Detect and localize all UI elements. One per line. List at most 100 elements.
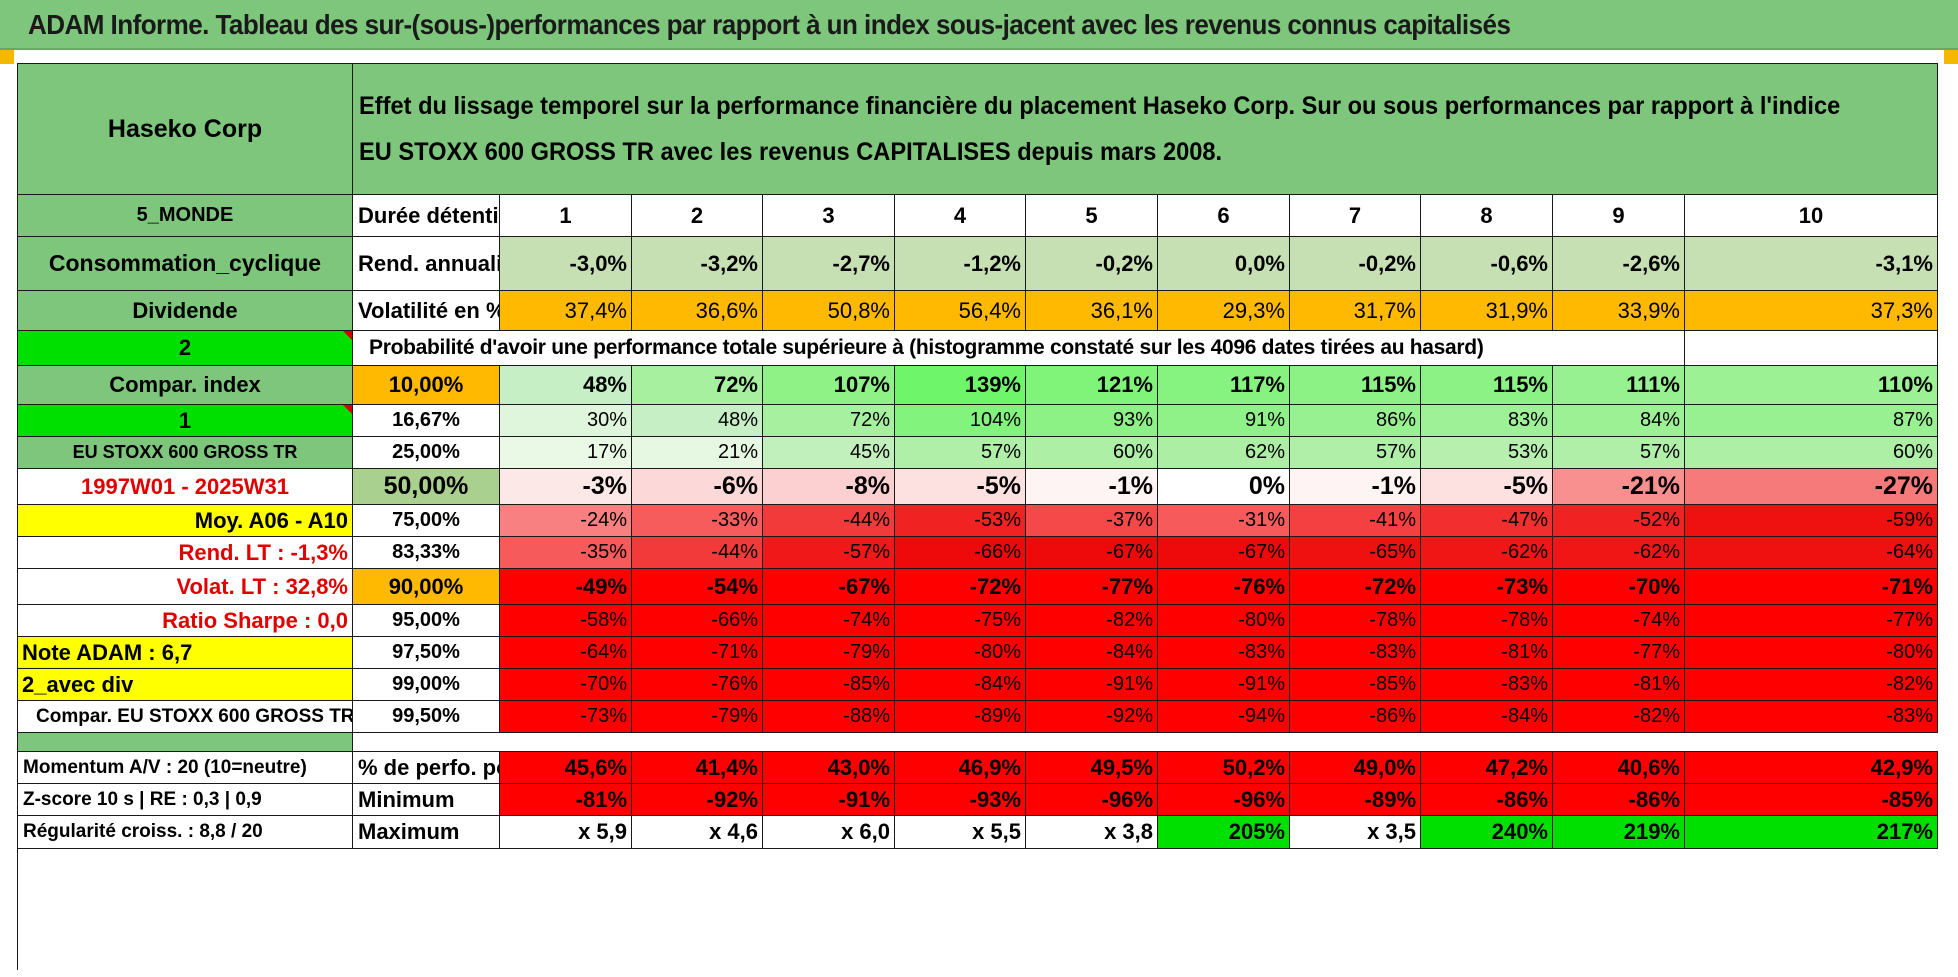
percentile-cell: -67% xyxy=(1026,537,1158,569)
percentile-cell: -21% xyxy=(1553,469,1685,505)
percentile-cell: -67% xyxy=(763,569,895,605)
percentile-cell: -79% xyxy=(632,701,763,733)
chart-header: Effet du lissage temporel sur la perform… xyxy=(353,64,1938,195)
percentile-cell: -85% xyxy=(763,669,895,701)
comment-marker xyxy=(343,331,352,340)
percentile-cell: -1% xyxy=(1026,469,1158,505)
percentile-cell: -71% xyxy=(632,637,763,669)
percentile-cell: 115% xyxy=(1290,366,1421,405)
percentile-cell: -83% xyxy=(1290,637,1421,669)
dividend-label: Dividende xyxy=(18,291,353,331)
rend-cell: -1,2% xyxy=(895,237,1026,291)
percentile-cell: -6% xyxy=(632,469,763,505)
percentile-cell: 83% xyxy=(1421,405,1553,437)
blank-cell xyxy=(1685,331,1938,366)
corner-marker-left xyxy=(0,50,14,64)
index-name-label: EU STOXX 600 GROSS TR xyxy=(18,437,353,469)
rend-cell: 0,0% xyxy=(1158,237,1290,291)
percentile-cell: -74% xyxy=(1553,605,1685,637)
percentile-cell: -71% xyxy=(1685,569,1938,605)
maximum-cell: x 6,0 xyxy=(763,816,895,849)
vol-cell: 29,3% xyxy=(1158,291,1290,331)
years-col-6: 6 xyxy=(1158,195,1290,237)
percentile-cell: -76% xyxy=(632,669,763,701)
percentile-cell: -82% xyxy=(1026,605,1158,637)
percentile-cell: 110% xyxy=(1685,366,1938,405)
percentile-cell: 53% xyxy=(1421,437,1553,469)
selector-mid-cell[interactable]: 1 xyxy=(18,405,353,437)
percentile-cell: -92% xyxy=(1026,701,1158,733)
maximum-cell: x 5,9 xyxy=(500,816,632,849)
percentile-cell: 57% xyxy=(1290,437,1421,469)
percentile-cell: -75% xyxy=(895,605,1026,637)
vol-cell: 56,4% xyxy=(895,291,1026,331)
percentile-cell: -1% xyxy=(1290,469,1421,505)
percentile-cell: -84% xyxy=(895,669,1026,701)
percentile-cell: 107% xyxy=(763,366,895,405)
compar-index-label: Compar. index xyxy=(18,366,353,405)
percentile-cell: 93% xyxy=(1026,405,1158,437)
percentile-cell: -82% xyxy=(1553,701,1685,733)
years-col-5: 5 xyxy=(1026,195,1158,237)
percentile-cell: -8% xyxy=(763,469,895,505)
percentile-cell: -47% xyxy=(1421,505,1553,537)
percentile-cell: -5% xyxy=(895,469,1026,505)
percentile-cell: -83% xyxy=(1158,637,1290,669)
minimum-cell: -92% xyxy=(632,784,763,816)
company-name: Haseko Corp xyxy=(18,64,353,195)
percentile-cell: -79% xyxy=(763,637,895,669)
selector-top-cell[interactable]: 2 xyxy=(18,331,353,366)
percentile-cell: -53% xyxy=(895,505,1026,537)
percentile-cell: 57% xyxy=(895,437,1026,469)
percentile-cell: -66% xyxy=(632,605,763,637)
ratio-sharpe-label: Ratio Sharpe : 0,0 xyxy=(18,605,353,637)
compar-full-label: Compar. EU STOXX 600 GROSS TR xyxy=(18,701,353,733)
percentile-cell: -72% xyxy=(895,569,1026,605)
percentile-cell: -62% xyxy=(1553,537,1685,569)
percentile-cell: -91% xyxy=(1158,669,1290,701)
percentile-cell: 21% xyxy=(632,437,763,469)
maximum-cell: x 5,5 xyxy=(895,816,1026,849)
percentile-label: 90,00% xyxy=(353,569,500,605)
percentile-cell: 87% xyxy=(1685,405,1938,437)
percentile-cell: -58% xyxy=(500,605,632,637)
vol-row-label: Volatilité en % xyxy=(353,291,500,331)
percentile-cell: 48% xyxy=(500,366,632,405)
note-adam-label: Note ADAM : 6,7 xyxy=(18,637,353,669)
percentile-label: 50,00% xyxy=(353,469,500,505)
percentile-cell: -3% xyxy=(500,469,632,505)
positive-pct-cell: 49,0% xyxy=(1290,752,1421,784)
positive-pct-cell: 45,6% xyxy=(500,752,632,784)
momentum-label: Momentum A/V : 20 (10=neutre) xyxy=(18,752,353,784)
percentile-cell: 104% xyxy=(895,405,1026,437)
years-col-8: 8 xyxy=(1421,195,1553,237)
percentile-cell: 72% xyxy=(763,405,895,437)
years-col-9: 9 xyxy=(1553,195,1685,237)
maximum-cell: 240% xyxy=(1421,816,1553,849)
percentile-cell: -85% xyxy=(1290,669,1421,701)
percentile-cell: -44% xyxy=(763,505,895,537)
pos-row-label: % de perfo. positive xyxy=(353,752,500,784)
vol-cell: 37,3% xyxy=(1685,291,1938,331)
percentile-label: 99,50% xyxy=(353,701,500,733)
percentile-cell: 139% xyxy=(895,366,1026,405)
vol-cell: 36,1% xyxy=(1026,291,1158,331)
separator-right xyxy=(353,733,1938,752)
minimum-cell: -96% xyxy=(1026,784,1158,816)
rend-cell: -3,1% xyxy=(1685,237,1938,291)
percentile-cell: -80% xyxy=(895,637,1026,669)
minimum-cell: -96% xyxy=(1158,784,1290,816)
minimum-cell: -85% xyxy=(1685,784,1938,816)
corner-marker-right xyxy=(1944,50,1958,64)
percentile-label: 97,50% xyxy=(353,637,500,669)
sector-label: Consommation_cyclique xyxy=(18,237,353,291)
percentile-cell: -65% xyxy=(1290,537,1421,569)
positive-pct-cell: 41,4% xyxy=(632,752,763,784)
percentile-cell: 45% xyxy=(763,437,895,469)
positive-pct-cell: 50,2% xyxy=(1158,752,1290,784)
maximum-cell: x 3,5 xyxy=(1290,816,1421,849)
volat-lt-label: Volat. LT : 32,8% xyxy=(18,569,353,605)
minimum-cell: -86% xyxy=(1553,784,1685,816)
percentile-cell: 57% xyxy=(1553,437,1685,469)
percentile-cell: 91% xyxy=(1158,405,1290,437)
